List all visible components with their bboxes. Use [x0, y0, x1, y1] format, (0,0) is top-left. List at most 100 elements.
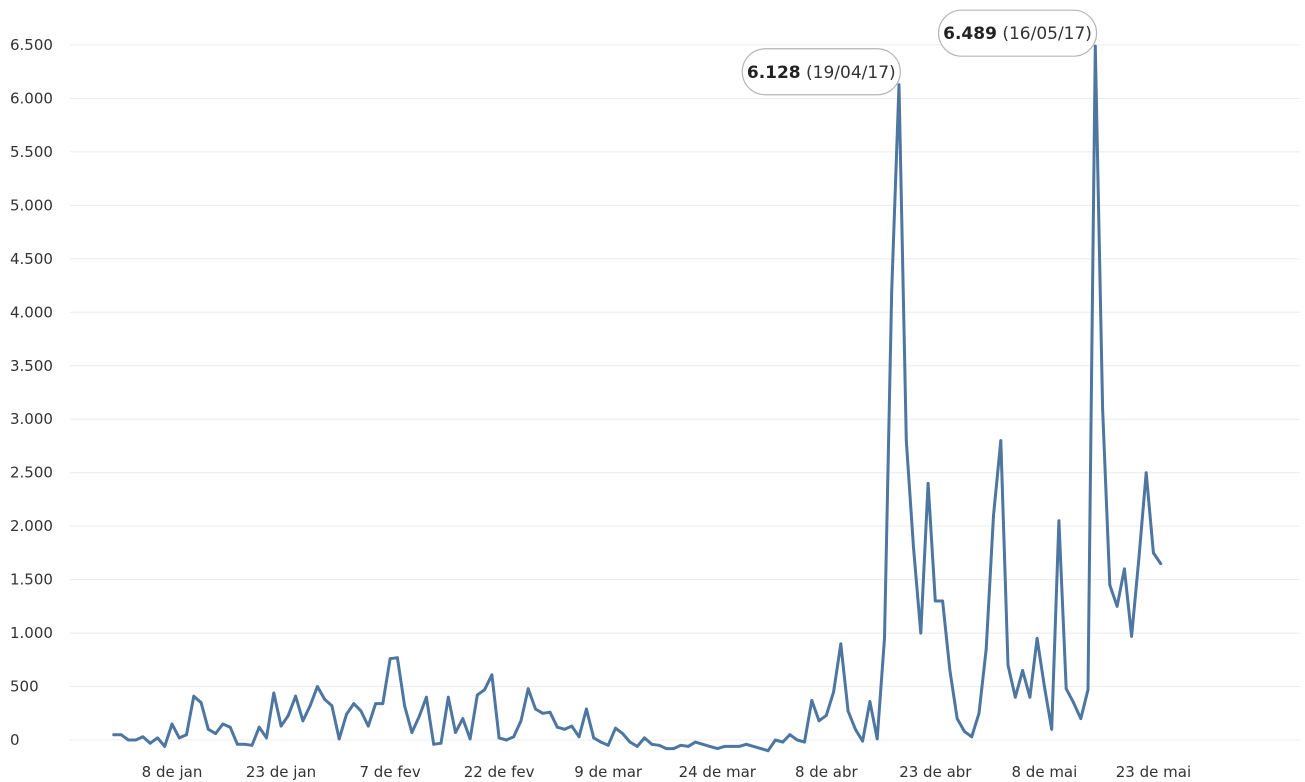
data-point — [417, 715, 421, 718]
data-point — [904, 439, 908, 442]
x-tick-label: 7 de fev — [359, 763, 420, 781]
y-tick-label: 500 — [10, 678, 39, 696]
data-point — [330, 704, 334, 708]
data-point — [112, 733, 116, 737]
data-point — [701, 742, 705, 746]
data-point — [359, 709, 363, 713]
data-point — [170, 722, 174, 726]
data-point — [926, 482, 930, 485]
x-tick-label: 22 de fev — [464, 763, 535, 781]
data-point — [475, 693, 479, 697]
data-point — [941, 599, 944, 603]
data-point — [606, 743, 610, 747]
data-point — [897, 83, 901, 87]
data-point — [846, 709, 850, 713]
data-point — [824, 714, 828, 717]
data-point — [1115, 604, 1119, 608]
data-point — [381, 702, 385, 705]
data-point — [570, 724, 574, 728]
data-point — [730, 745, 734, 748]
data-point — [163, 745, 167, 748]
data-point — [621, 732, 625, 735]
data-point — [555, 725, 559, 729]
data-point — [592, 736, 596, 740]
data-point — [214, 732, 218, 735]
data-point — [374, 702, 377, 705]
data-point — [454, 731, 457, 734]
data-point — [970, 735, 974, 739]
data-point — [992, 514, 995, 517]
data-point — [156, 736, 159, 740]
data-point — [497, 736, 501, 740]
data-point — [461, 717, 465, 720]
data-point — [650, 742, 654, 746]
data-point — [1144, 471, 1148, 475]
y-tick-label: 3.000 — [10, 410, 53, 428]
data-point — [766, 749, 770, 753]
data-point — [752, 745, 755, 748]
data-point — [679, 743, 683, 747]
data-point — [890, 289, 894, 293]
y-tick-label: 0 — [10, 731, 20, 749]
data-point — [795, 738, 799, 742]
data-point — [446, 695, 450, 699]
grid-lines — [70, 44, 1300, 741]
callout-date: (19/04/17) — [801, 63, 896, 83]
data-point — [912, 546, 915, 549]
y-tick-label: 4.500 — [10, 250, 53, 268]
data-point — [1093, 44, 1097, 48]
data-point — [854, 727, 857, 731]
data-point — [1079, 717, 1083, 720]
data-point — [1101, 407, 1104, 410]
data-point — [810, 699, 814, 702]
data-point — [1159, 562, 1163, 565]
data-point — [228, 725, 232, 729]
data-point — [286, 714, 290, 717]
data-point — [1050, 727, 1054, 731]
data-point — [526, 687, 530, 691]
data-point — [774, 738, 777, 742]
data-point — [265, 736, 268, 740]
peak-callout: 6.489 (16/05/17) — [937, 9, 1098, 57]
data-point — [788, 733, 792, 737]
y-tick-label: 4.000 — [10, 303, 53, 321]
data-point — [948, 669, 952, 672]
data-point — [686, 745, 690, 748]
data-point — [919, 631, 923, 635]
data-point — [817, 719, 821, 723]
data-point — [483, 688, 486, 692]
data-point — [199, 701, 203, 704]
data-point — [236, 742, 239, 746]
data-point — [1072, 701, 1075, 704]
callout-value: 6.489 — [943, 24, 997, 44]
data-point — [534, 707, 537, 711]
data-point — [257, 725, 261, 729]
data-point — [977, 711, 981, 715]
data-point — [192, 694, 196, 698]
data-point — [715, 747, 719, 750]
y-tick-label: 2.000 — [10, 517, 53, 535]
data-point — [490, 673, 494, 677]
data-point — [1130, 634, 1133, 638]
data-point — [708, 745, 712, 748]
data-point — [512, 735, 516, 739]
data-point — [432, 742, 436, 746]
data-point — [337, 737, 341, 741]
x-tick-label: 23 de jan — [246, 763, 316, 781]
data-point — [323, 698, 327, 701]
data-point — [984, 647, 988, 651]
data-point — [614, 726, 617, 730]
y-tick-label: 3.500 — [10, 357, 53, 375]
x-tick-label: 8 de mai — [1011, 763, 1077, 781]
callout-bubble — [741, 48, 901, 96]
data-point — [403, 704, 406, 708]
x-tick-label: 24 de mar — [679, 763, 757, 781]
data-point — [126, 738, 130, 742]
data-point — [1152, 551, 1155, 555]
data-point — [352, 702, 356, 705]
data-point — [955, 717, 959, 720]
data-point — [316, 685, 319, 688]
data-point — [134, 738, 138, 742]
data-point — [628, 740, 632, 744]
